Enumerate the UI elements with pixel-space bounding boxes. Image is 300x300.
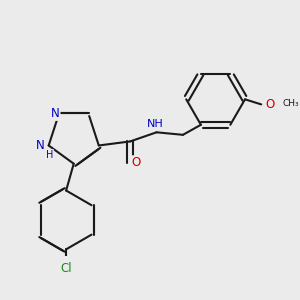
Text: N: N (36, 139, 45, 152)
Text: NH: NH (147, 119, 164, 129)
Text: N: N (51, 107, 60, 120)
Text: CH₃: CH₃ (283, 99, 299, 108)
Text: O: O (266, 98, 275, 111)
Text: O: O (132, 156, 141, 169)
Text: H: H (46, 150, 53, 160)
Text: Cl: Cl (60, 262, 72, 275)
